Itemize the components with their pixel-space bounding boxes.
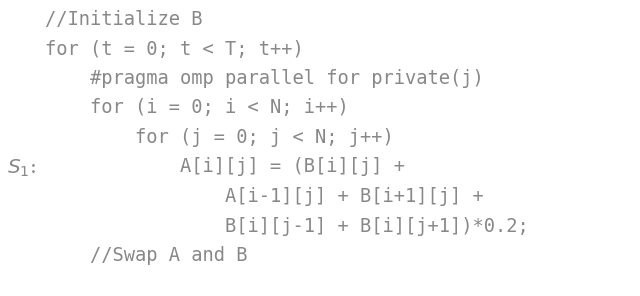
Text: #pragma omp parallel for private(j): #pragma omp parallel for private(j) bbox=[45, 69, 484, 88]
Text: for (t = 0; t < T; t++): for (t = 0; t < T; t++) bbox=[45, 39, 304, 59]
Text: $S_1$:: $S_1$: bbox=[7, 157, 36, 179]
Text: //Swap A and B: //Swap A and B bbox=[45, 246, 248, 265]
Text: for (i = 0; i < N; i++): for (i = 0; i < N; i++) bbox=[45, 99, 349, 118]
Text: A[i][j] = (B[i][j] +: A[i][j] = (B[i][j] + bbox=[45, 157, 405, 176]
Text: A[i-1][j] + B[i+1][j] +: A[i-1][j] + B[i+1][j] + bbox=[45, 187, 484, 206]
Text: for (j = 0; j < N; j++): for (j = 0; j < N; j++) bbox=[45, 128, 394, 147]
Text: B[i][j-1] + B[i][j+1])*0.2;: B[i][j-1] + B[i][j+1])*0.2; bbox=[45, 216, 529, 236]
Text: //Initialize B: //Initialize B bbox=[45, 10, 202, 29]
